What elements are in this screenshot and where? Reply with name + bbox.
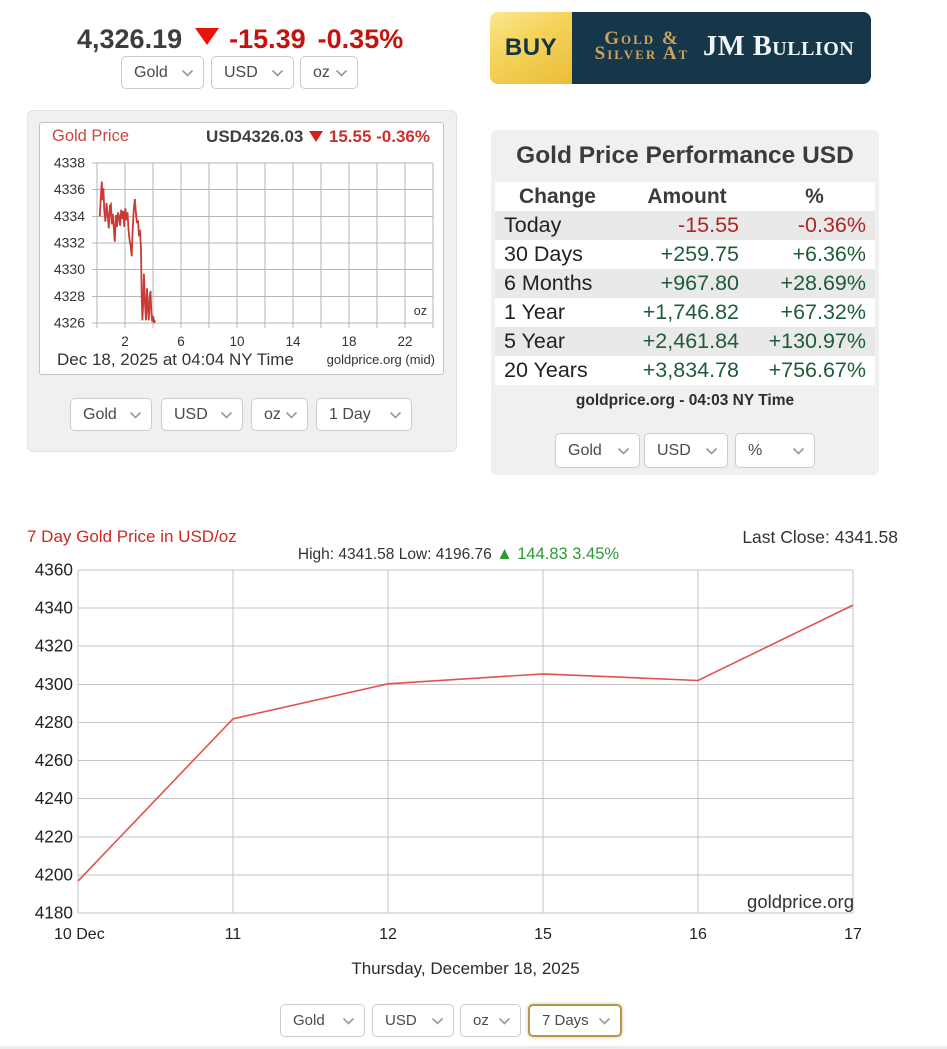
svg-text:2: 2 bbox=[121, 334, 129, 349]
svg-text:4180: 4180 bbox=[35, 903, 73, 923]
svg-text:4300: 4300 bbox=[35, 674, 73, 694]
svg-text:4280: 4280 bbox=[35, 712, 73, 732]
svg-text:4340: 4340 bbox=[35, 598, 73, 618]
svg-text:4326: 4326 bbox=[54, 315, 85, 331]
svg-text:15: 15 bbox=[534, 926, 552, 943]
svg-text:10: 10 bbox=[229, 334, 244, 349]
svg-text:22: 22 bbox=[397, 334, 412, 349]
svg-text:goldprice.org (mid): goldprice.org (mid) bbox=[327, 352, 435, 367]
svg-text:18: 18 bbox=[341, 334, 356, 349]
svg-text:4332: 4332 bbox=[54, 235, 85, 251]
svg-text:4260: 4260 bbox=[35, 750, 73, 770]
svg-text:6: 6 bbox=[177, 334, 185, 349]
svg-text:4336: 4336 bbox=[54, 181, 85, 197]
svg-text:4330: 4330 bbox=[54, 261, 85, 277]
svg-text:11: 11 bbox=[225, 926, 242, 943]
svg-text:12: 12 bbox=[379, 926, 397, 943]
svg-text:4240: 4240 bbox=[35, 788, 73, 808]
svg-text:14: 14 bbox=[285, 334, 301, 349]
svg-text:Dec 18, 2025 at 04:04 NY Time: Dec 18, 2025 at 04:04 NY Time bbox=[57, 350, 294, 369]
svg-text:10 Dec: 10 Dec bbox=[54, 926, 105, 943]
svg-text:oz: oz bbox=[414, 304, 427, 318]
svg-text:17: 17 bbox=[844, 926, 862, 943]
svg-text:16: 16 bbox=[689, 926, 707, 943]
svg-text:goldprice.org: goldprice.org bbox=[747, 891, 854, 912]
svg-text:4338: 4338 bbox=[54, 155, 85, 171]
svg-text:4320: 4320 bbox=[35, 636, 73, 656]
svg-text:4328: 4328 bbox=[54, 288, 85, 304]
svg-text:4200: 4200 bbox=[35, 864, 73, 884]
svg-text:4220: 4220 bbox=[35, 826, 73, 846]
svg-text:4334: 4334 bbox=[54, 208, 85, 224]
svg-text:4360: 4360 bbox=[35, 560, 73, 580]
